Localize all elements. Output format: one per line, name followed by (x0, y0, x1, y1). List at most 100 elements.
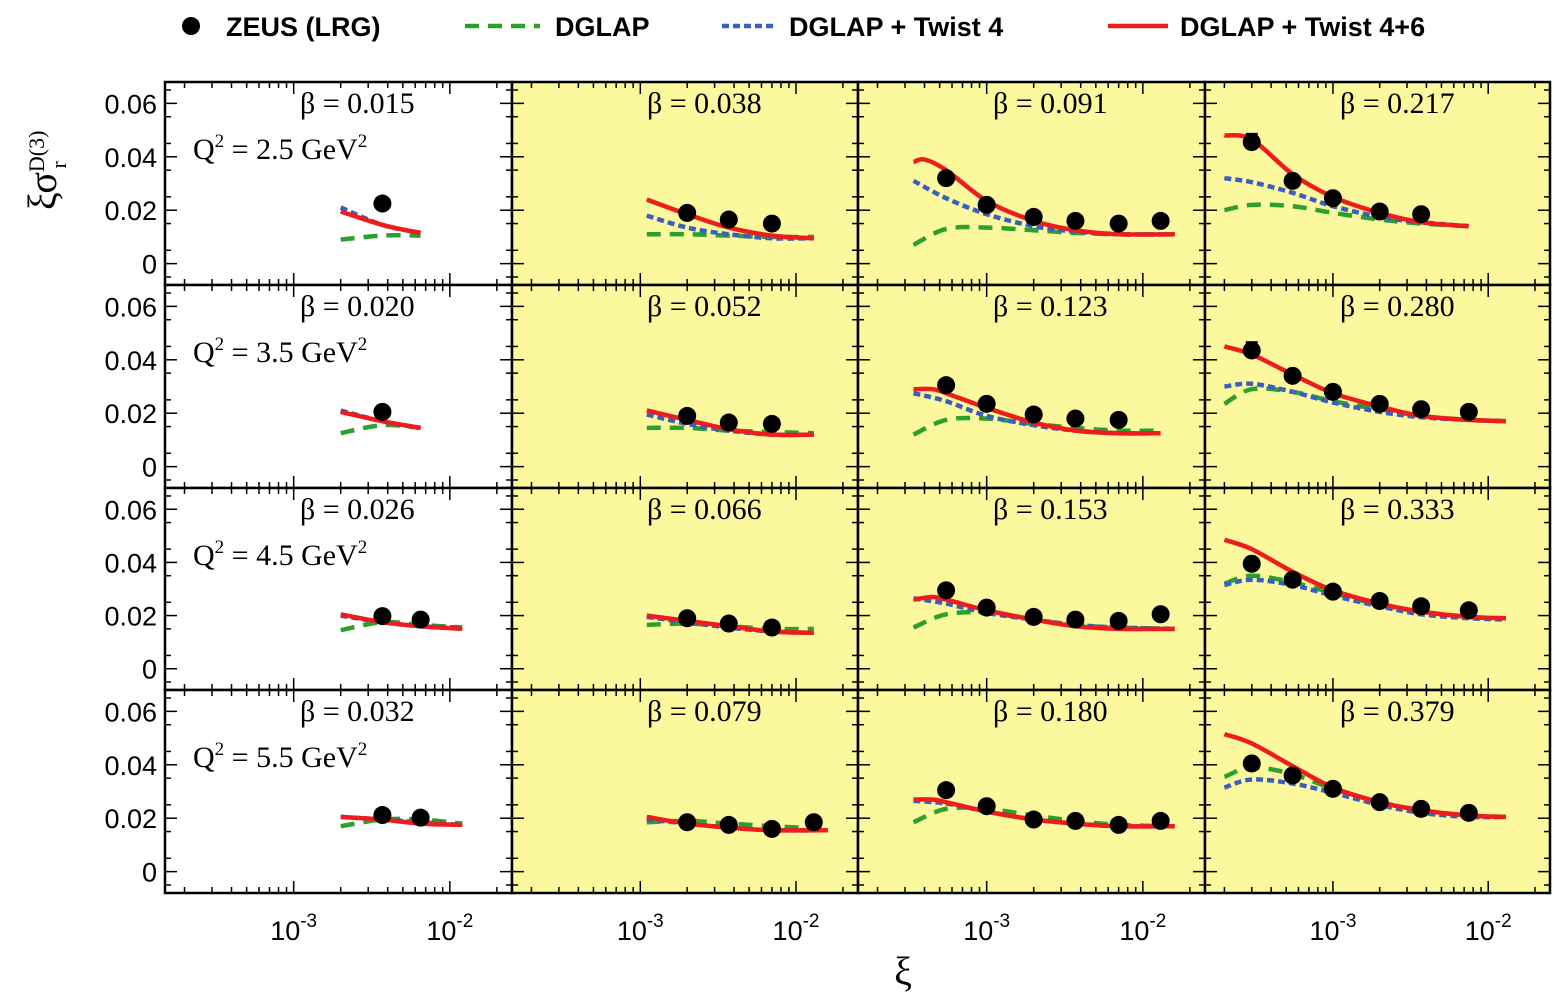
x-tick-label: 10-2 (1465, 911, 1512, 946)
panel-data (937, 376, 1128, 429)
beta-label: β = 0.052 (647, 290, 762, 323)
beta-label: β = 0.066 (647, 493, 762, 526)
y-tick-label: 0.06 (104, 292, 157, 322)
y-tick-label: 0 (142, 453, 157, 483)
data-point (1283, 766, 1302, 785)
legend-entry-dglap: DGLAP (465, 12, 650, 42)
curve-dglap (1223, 573, 1506, 621)
data-point (1151, 811, 1170, 830)
panel-r4-c4: β = 0.379 (1203, 688, 1552, 895)
curve-dglap (1223, 386, 1506, 424)
x-tick-label: 10-2 (773, 911, 820, 946)
y-tick-label: 0.04 (104, 143, 157, 173)
panel-curves (340, 612, 463, 633)
curve-twist46 (340, 814, 463, 828)
panel-r2-c2: β = 0.052 (510, 283, 860, 490)
panel-background (858, 488, 1205, 690)
data-point (1109, 214, 1128, 233)
y-tick-label: 0.02 (104, 602, 157, 632)
data-point (719, 815, 738, 834)
data-point (762, 819, 781, 838)
x-tick-label: 10-2 (1119, 911, 1166, 946)
data-point (937, 169, 956, 188)
axis-labels: 0.06 0.04 0.02 0 0.06 0.04 0.02 0 0.06 0.04 0.02 0 0… (20, 89, 1512, 994)
data-point (1066, 811, 1085, 830)
curve-dglap (340, 233, 421, 242)
data-point (1459, 601, 1478, 620)
panel-curves (340, 408, 421, 436)
data-point (804, 813, 823, 832)
data-point (1151, 605, 1170, 624)
legend-label: ZEUS (LRG) (226, 12, 381, 42)
data-point (1370, 793, 1389, 812)
data-point (373, 402, 392, 421)
data-point (1242, 554, 1261, 573)
data-point (1412, 597, 1431, 616)
panel-curves (912, 156, 1175, 247)
data-point (1151, 211, 1170, 230)
data-point (411, 808, 430, 827)
data-point (719, 210, 738, 229)
y-tick-label: 0.02 (104, 804, 157, 834)
data-point (1412, 205, 1431, 224)
data-point (1066, 409, 1085, 428)
data-point (678, 203, 697, 222)
panel-data (1242, 554, 1478, 620)
panel-data (678, 203, 781, 233)
curve-twist46 (912, 156, 1175, 237)
panel-background (165, 82, 512, 285)
panel-data (373, 806, 430, 827)
y-tick-label: 0.06 (104, 697, 157, 727)
data-point (937, 376, 956, 395)
beta-label: β = 0.079 (647, 695, 762, 728)
panel-r4-c2: β = 0.079 (510, 688, 860, 895)
panel-data (937, 581, 1170, 630)
q2-label: Q2 = 2.5 GeV2 (193, 131, 367, 166)
beta-label: β = 0.379 (1340, 695, 1455, 728)
data-point (1066, 610, 1085, 629)
y-axis-title: ξσD(3)r (20, 131, 71, 210)
data-point (373, 194, 392, 213)
panel-background (165, 285, 512, 488)
x-tick-label: 10-3 (270, 911, 317, 946)
panel-r1-c2: β = 0.038 (510, 80, 860, 287)
data-point (937, 581, 956, 600)
q2-label: Q2 = 3.5 GeV2 (193, 334, 367, 369)
data-point (1412, 400, 1431, 419)
panel-r1-c3: β = 0.091 (856, 80, 1207, 287)
beta-label: β = 0.026 (300, 493, 415, 526)
data-point (678, 406, 697, 425)
beta-label: β = 0.015 (300, 87, 415, 120)
y-tick-label: 0.06 (104, 495, 157, 525)
panel-background (1205, 690, 1550, 893)
data-point (1323, 582, 1342, 601)
panel-r1-c4: β = 0.217 (1203, 80, 1552, 287)
beta-label: β = 0.020 (300, 290, 415, 323)
panel-background (165, 690, 512, 893)
panel-r3-c2: β = 0.066 (510, 486, 860, 692)
data-point (1109, 410, 1128, 429)
panel-data (373, 194, 392, 213)
curve-dglap (1223, 202, 1469, 229)
y-tick-label: 0.04 (104, 751, 157, 781)
panel-background (1205, 488, 1550, 690)
y-tick-label: 0.02 (104, 196, 157, 226)
beta-label: β = 0.091 (993, 87, 1108, 120)
data-point (1323, 779, 1342, 798)
q2-label: Q2 = 4.5 GeV2 (193, 537, 367, 572)
data-point (1370, 591, 1389, 610)
panel-r2-c3: β = 0.123 (856, 283, 1207, 490)
data-point (678, 813, 697, 832)
panel-curves (339, 205, 422, 242)
data-point (1459, 402, 1478, 421)
data-point (977, 195, 996, 214)
x-axis-title: ξ (894, 949, 912, 994)
data-point (1370, 202, 1389, 221)
y-tick-label: 0.02 (104, 399, 157, 429)
y-tick-label: 0 (142, 655, 157, 685)
x-tick-label: 10-2 (426, 911, 473, 946)
data-point (1323, 189, 1342, 208)
panel-background (512, 488, 858, 690)
panel-background (858, 690, 1205, 893)
beta-label: β = 0.333 (1340, 493, 1455, 526)
